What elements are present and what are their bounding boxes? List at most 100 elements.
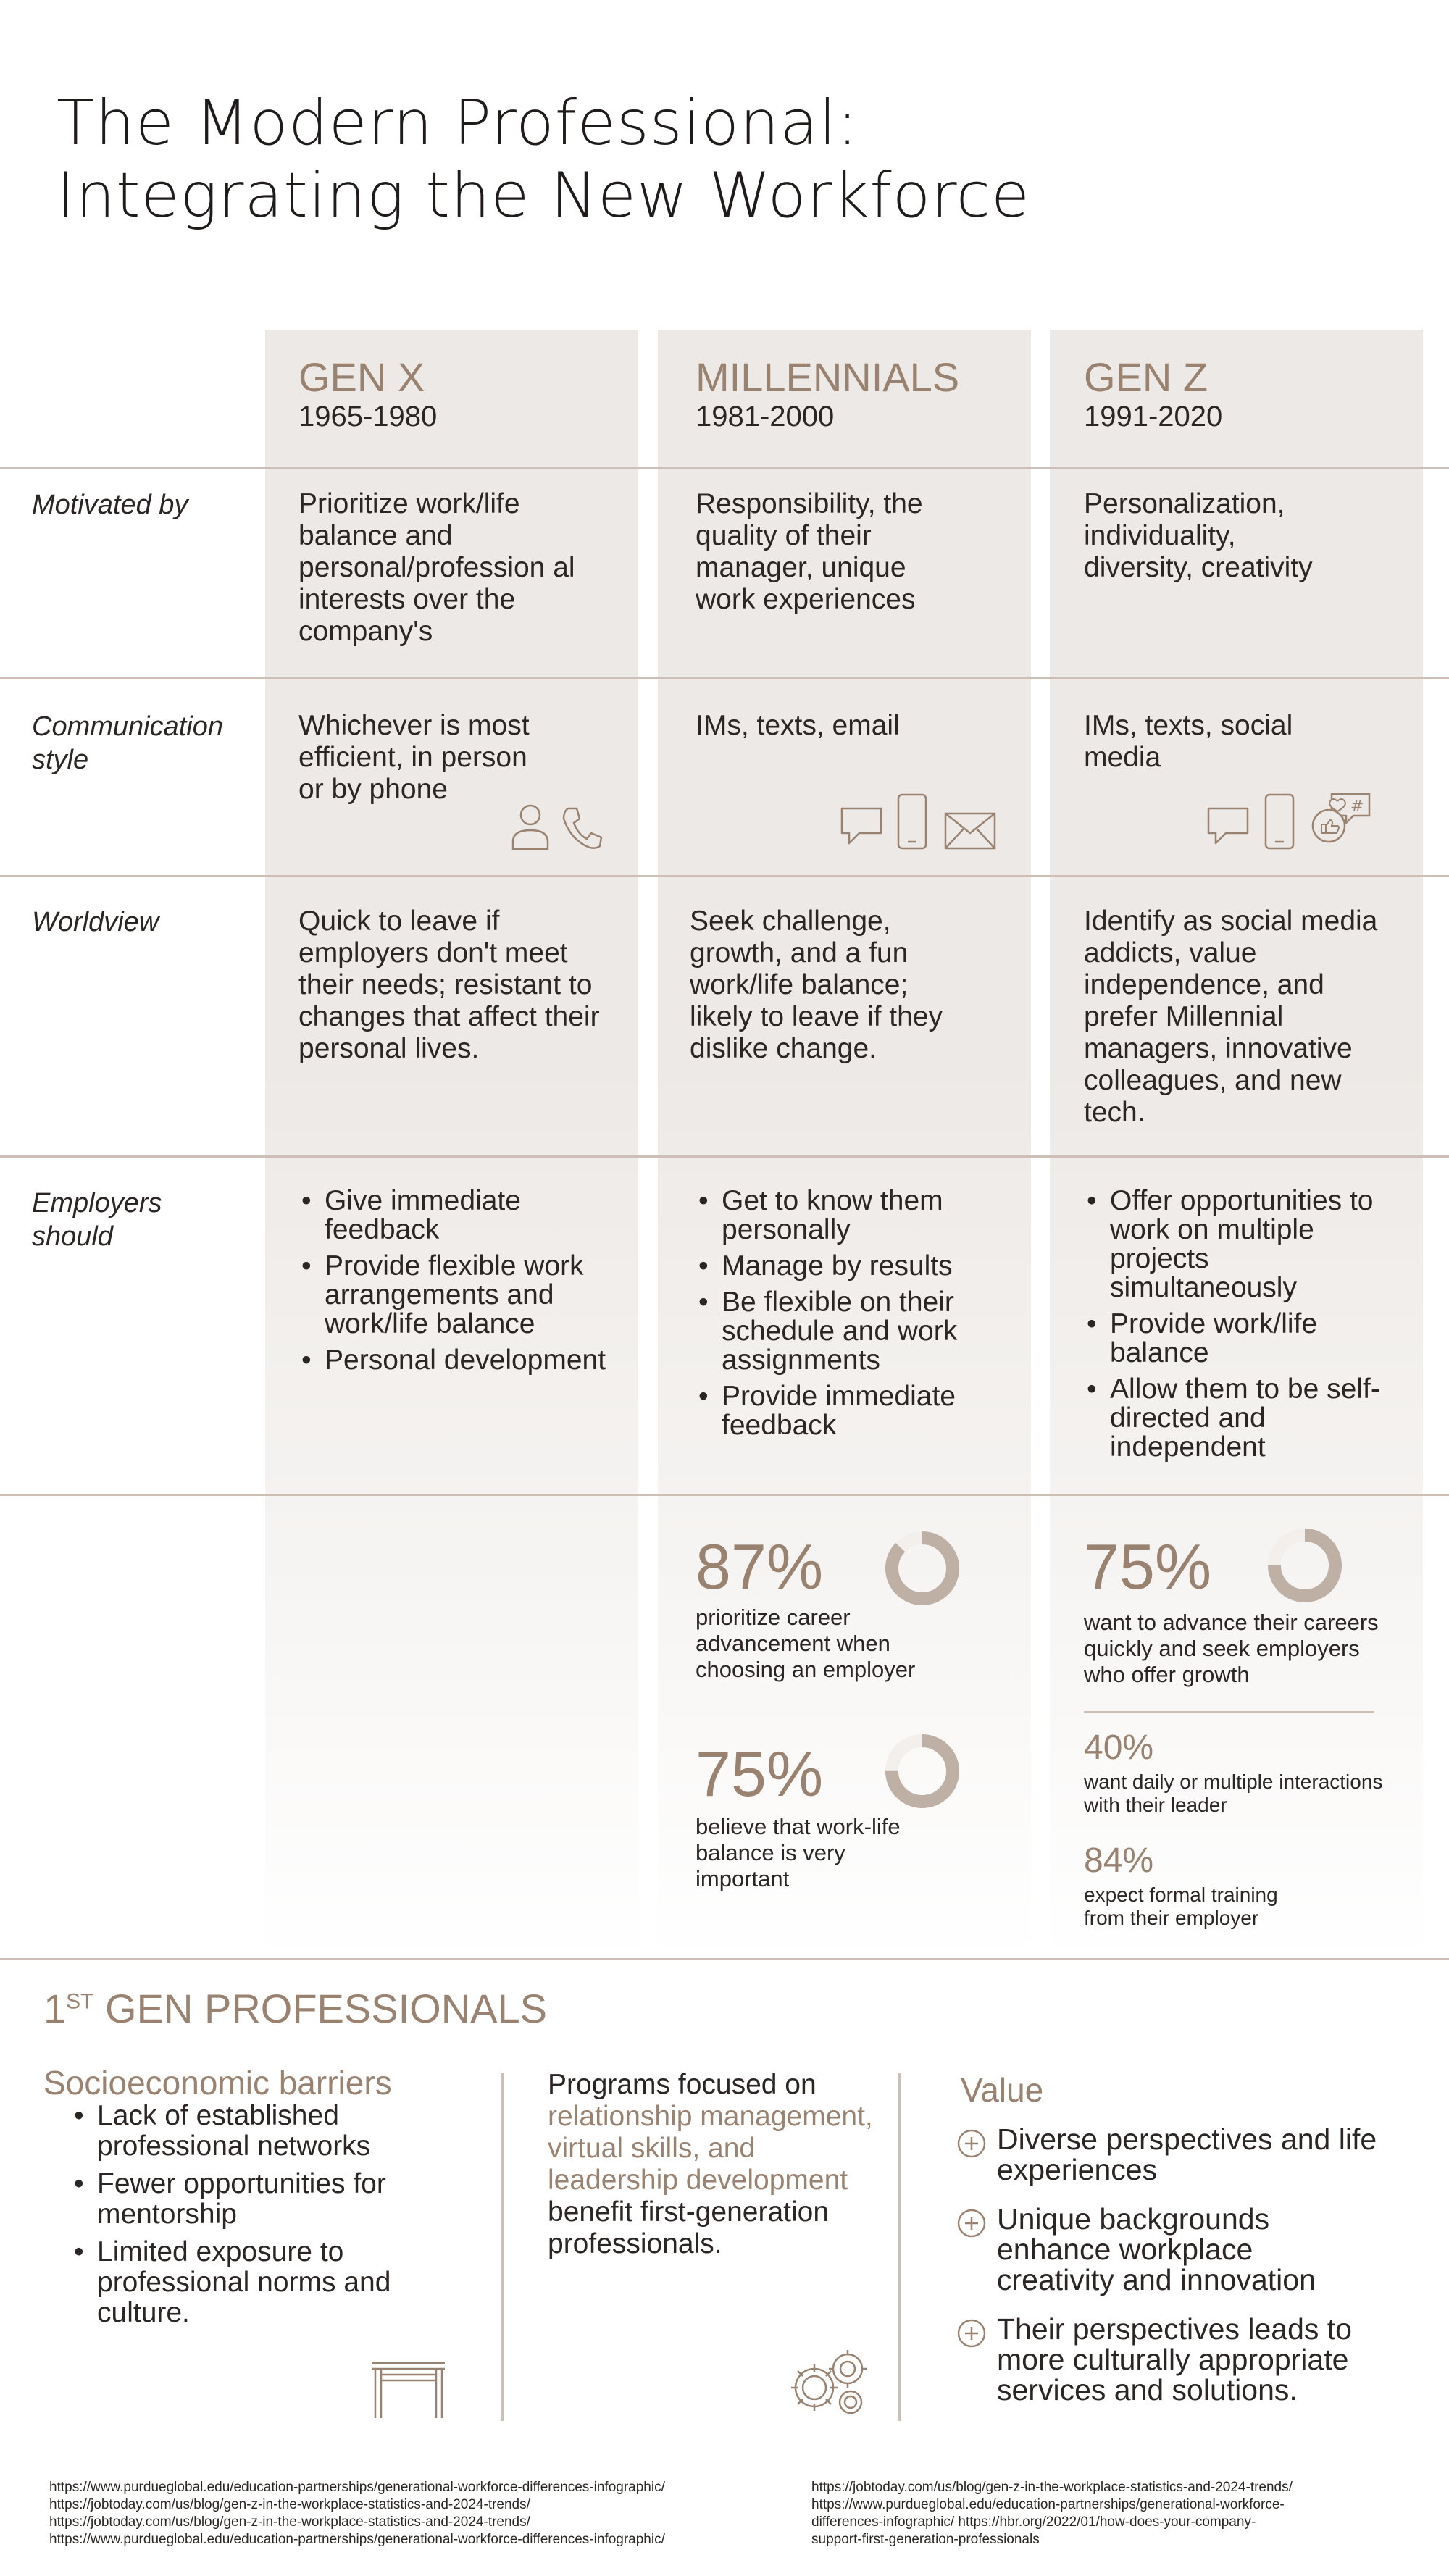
column-divider — [898, 2073, 901, 2421]
value-item: Unique backgrounds enhance workplace cre… — [956, 2204, 1420, 2295]
divider — [1084, 1711, 1374, 1713]
list-employers-genx: Give immediate feedback Provide flexible… — [297, 1187, 629, 1382]
stat-text: expect formal training from their employ… — [1084, 1883, 1278, 1929]
header-genz: GEN Z 1991-2020 — [1084, 354, 1222, 433]
divider — [0, 467, 1449, 469]
ring-chart — [1268, 1529, 1342, 1602]
ring-chart — [885, 1734, 959, 1808]
ring-chart — [885, 1531, 959, 1605]
column-bg-genx — [265, 330, 638, 1958]
plus-circle-icon — [957, 2319, 986, 2348]
plus-circle-icon — [957, 2209, 986, 2238]
gen-name: GEN Z — [1084, 354, 1208, 400]
stat-value: 75% — [696, 1738, 824, 1810]
cell-communication-genx: Whichever is most efficient, in person o… — [298, 710, 530, 805]
cell-motivated-genx: Prioritize work/life balance and persona… — [298, 488, 575, 647]
page-title: The Modern Professional: Integrating the… — [57, 87, 1030, 232]
value-item: Diverse perspectives and life experience… — [956, 2124, 1420, 2185]
gen-name: GEN X — [298, 354, 425, 400]
row-label-worldview: Worldview — [32, 907, 159, 937]
list-item: Provide flexible work arrangements and w… — [301, 1252, 629, 1339]
cell-communication-millennials: IMs, texts, email — [696, 710, 900, 741]
chat-bubble-icon — [839, 806, 884, 848]
stat-text: want daily or multiple interactions with… — [1084, 1770, 1383, 1816]
barriers-list: Lack of established professional network… — [70, 2101, 459, 2335]
list-item: Be flexible on their schedule and work a… — [698, 1288, 1011, 1375]
gen-years: 1991-2020 — [1084, 401, 1223, 432]
heading-sup: ST — [66, 1989, 94, 2014]
divider — [0, 677, 1449, 679]
list-item: Manage by results — [698, 1252, 1011, 1281]
programs-pre: Programs focused on — [548, 2069, 817, 2100]
list-employers-genz: Offer opportunities to work on multiple … — [1082, 1187, 1400, 1469]
value-text: Unique backgrounds enhance workplace cre… — [997, 2202, 1316, 2296]
chat-bubble-icon — [1206, 806, 1250, 848]
column-divider — [501, 2073, 504, 2421]
divider — [0, 1958, 1449, 1960]
references-left: https://www.purdueglobal.edu/education-p… — [49, 2479, 781, 2548]
cell-communication-genz: IMs, texts, social media — [1084, 710, 1293, 773]
list-employers-millennials: Get to know them personally Manage by re… — [694, 1187, 1011, 1447]
mobile-phone-icon — [1264, 793, 1295, 850]
gen-years: 1981-2000 — [696, 401, 835, 432]
column-bg-millennials — [658, 330, 1031, 1958]
values-list: Diverse perspectives and life experience… — [956, 2124, 1420, 2405]
plus-circle-icon — [957, 2129, 986, 2158]
programs-post: benefit first-generation professionals. — [548, 2196, 830, 2259]
references-right: https://jobtoday.com/us/blog/gen-z-in-th… — [811, 2479, 1435, 2548]
list-item: Personal development — [301, 1346, 629, 1376]
cell-motivated-genz: Personalization, individuality, diversit… — [1084, 488, 1313, 583]
programs-highlight: relationship management, virtual skills,… — [548, 2101, 873, 2196]
reference-link[interactable]: https://jobtoday.com/us/blog/gen-z-in-th… — [811, 2480, 1293, 2495]
reference-link[interactable]: https://www.purdueglobal.edu/education-p… — [811, 2497, 1285, 2512]
list-item: Allow them to be self-directed and indep… — [1087, 1375, 1400, 1462]
barriers-title: Socioeconomic barriers — [43, 2064, 392, 2102]
divider — [0, 875, 1449, 877]
cell-worldview-genz: Identify as social media addicts, value … — [1084, 906, 1378, 1128]
list-item: Provide work/life balance — [1087, 1310, 1400, 1368]
stat-value: 84% — [1084, 1841, 1154, 1880]
heading-rest: GEN PROFESSIONALS — [93, 1986, 547, 2031]
list-item: Fewer opportunities for mentorship — [74, 2169, 459, 2230]
gate-icon — [371, 2359, 446, 2420]
title-line-2: Integrating the New Workforce — [57, 159, 1030, 232]
gen-name: MILLENNIALS — [696, 354, 960, 400]
header-genx: GEN X 1965-1980 — [298, 354, 437, 433]
gears-icon — [787, 2347, 871, 2418]
mobile-phone-icon — [896, 793, 928, 850]
row-label-employers: Employers should — [32, 1188, 162, 1252]
reference-link[interactable]: support-first-generation-professionals — [811, 2532, 1040, 2547]
title-line-1: The Modern Professional: — [57, 87, 859, 159]
stat-text: believe that work-life balance is very i… — [696, 1814, 901, 1891]
reference-link[interactable]: https://www.purdueglobal.edu/education-p… — [49, 2480, 665, 2495]
list-item: Provide immediate feedback — [698, 1382, 1011, 1440]
value-item: Their perspectives leads to more cultura… — [956, 2314, 1420, 2405]
stat-text: prioritize career advancement when choos… — [696, 1605, 916, 1682]
cell-worldview-millennials: Seek challenge, growth, and a fun work/l… — [690, 906, 943, 1064]
reference-link[interactable]: https://jobtoday.com/us/blog/gen-z-in-th… — [49, 2514, 530, 2530]
value-text: Diverse perspectives and life experience… — [997, 2123, 1377, 2186]
reference-link[interactable]: https://www.purdueglobal.edu/education-p… — [49, 2532, 665, 2547]
value-text: Their perspectives leads to more cultura… — [997, 2312, 1352, 2406]
list-item: Lack of established professional network… — [74, 2101, 459, 2162]
row-label-communication: Communication style — [32, 711, 223, 775]
stat-value: 87% — [696, 1531, 824, 1602]
divider — [0, 1155, 1449, 1158]
list-item: Give immediate feedback — [301, 1187, 629, 1245]
phone-icon — [561, 806, 603, 850]
row-label-motivated: Motivated by — [32, 490, 188, 520]
heading-num: 1 — [43, 1986, 67, 2031]
section-heading: 1ST GEN PROFESSIONALS — [43, 1985, 547, 2032]
cell-worldview-genx: Quick to leave if employers don't meet t… — [298, 906, 600, 1064]
stat-value: 75% — [1084, 1531, 1212, 1602]
programs-text: Programs focused on relationship managem… — [548, 2069, 874, 2260]
gen-years: 1965-1980 — [298, 401, 438, 432]
list-item: Offer opportunities to work on multiple … — [1087, 1187, 1400, 1302]
reference-link[interactable]: https://jobtoday.com/us/blog/gen-z-in-th… — [49, 2497, 530, 2512]
list-item: Get to know them personally — [698, 1187, 1011, 1245]
header-millennials: MILLENNIALS 1981-2000 — [696, 354, 959, 433]
stat-text: want to advance their careers quickly an… — [1084, 1610, 1379, 1687]
list-item: Limited exposure to professional norms a… — [74, 2237, 459, 2328]
envelope-icon — [943, 811, 997, 850]
reference-link[interactable]: differences-infographic/ https://hbr.org… — [811, 2514, 1256, 2530]
